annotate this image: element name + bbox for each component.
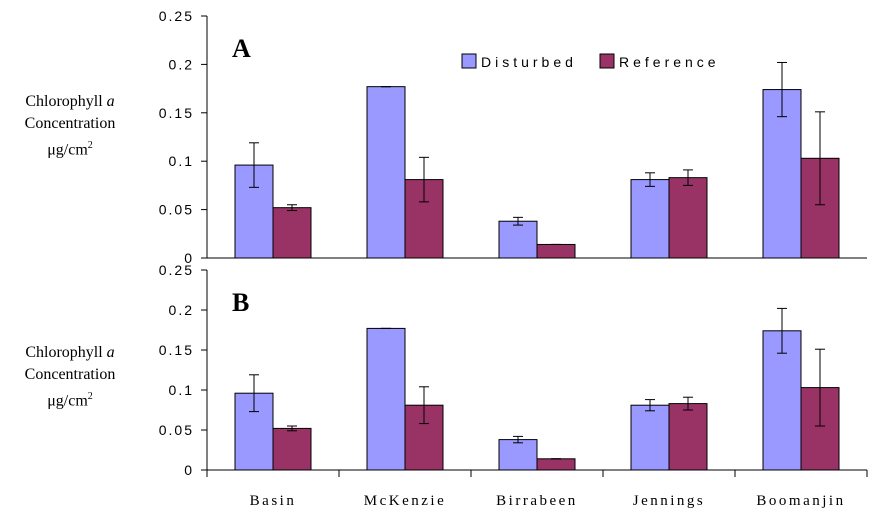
y-tick-label-b: 0.05 xyxy=(159,422,194,438)
bar-b-reference xyxy=(404,404,444,471)
bar-b-reference xyxy=(536,458,576,471)
y-tick-label-a: 0.1 xyxy=(169,153,194,169)
y-tick-label-a: 0.05 xyxy=(159,202,194,218)
y-tick-label-b: 0.1 xyxy=(169,382,194,398)
panel-label-b: B xyxy=(232,288,249,317)
legend-label-disturbed: Disturbed xyxy=(481,54,577,70)
bar-a-disturbed xyxy=(762,89,802,259)
y-tick-label-a: 0 xyxy=(184,250,194,266)
bar-b-disturbed xyxy=(498,439,538,471)
bar-a-disturbed xyxy=(630,179,670,259)
bar-a-disturbed xyxy=(366,86,406,259)
x-tick-label: Birrabeen xyxy=(496,493,578,509)
x-tick-label: Jennings xyxy=(633,493,706,509)
y-tick-label-a: 0.15 xyxy=(159,105,194,121)
bar-a-reference xyxy=(668,177,708,259)
y-tick-label-b: 0.2 xyxy=(169,302,194,318)
bar-b-reference xyxy=(668,403,708,471)
y-tick-label-b: 0.15 xyxy=(159,342,194,358)
y-tick-label-b: 0.25 xyxy=(159,262,194,278)
legend-swatch-reference xyxy=(599,53,615,69)
y-axis-label-a: Chlorophyll a Concentration μg/cm2 xyxy=(24,93,116,159)
x-tick-label: Basin xyxy=(250,493,297,509)
y-axis-label-b: Chlorophyll a Concentration μg/cm2 xyxy=(24,344,116,410)
legend-label-reference: Reference xyxy=(619,54,720,70)
bar-b-disturbed xyxy=(762,330,802,471)
bar-b-reference xyxy=(272,427,312,471)
panel-label-a: A xyxy=(232,34,251,63)
bar-b-disturbed xyxy=(630,404,670,471)
x-tick-label: Boomanjin xyxy=(756,493,845,509)
x-tick-label: McKenzie xyxy=(364,493,446,509)
y-tick-label-b: 0 xyxy=(184,462,194,478)
bar-b-disturbed xyxy=(366,327,406,471)
bar-a-reference xyxy=(272,207,312,259)
bar-b-reference xyxy=(800,387,840,471)
bar-a-reference xyxy=(536,243,576,259)
bar-a-disturbed xyxy=(498,220,538,259)
legend-swatch-disturbed xyxy=(461,53,477,69)
y-tick-label-a: 0.25 xyxy=(159,8,194,24)
y-tick-label-a: 0.2 xyxy=(169,56,194,72)
